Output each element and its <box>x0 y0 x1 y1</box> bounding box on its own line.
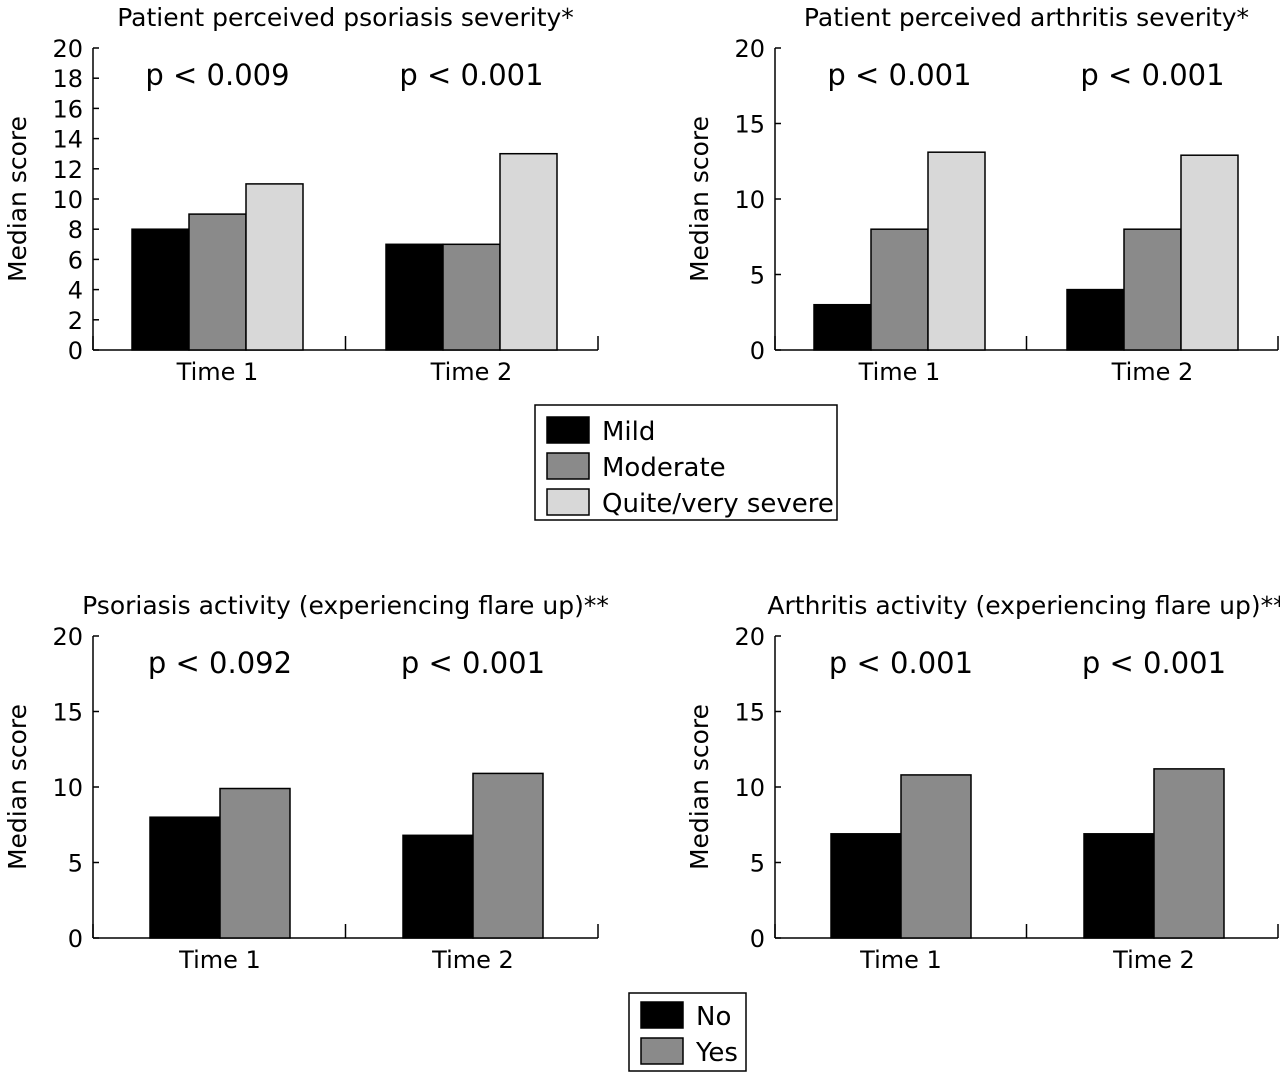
p-value-annotation: p < 0.001 <box>399 58 543 92</box>
bar-quite-very-severe-time-1 <box>245 183 304 351</box>
bar-no-time-2 <box>1083 833 1155 939</box>
x-category-label: Time 2 <box>430 358 513 386</box>
bar-moderate-time-1 <box>870 228 929 351</box>
legend-swatch <box>546 452 590 480</box>
chart-1: Patient perceived psoriasis severity* Med… <box>3 3 599 386</box>
y-tick-label: 12 <box>52 156 83 184</box>
y-tick-label: 20 <box>734 35 765 63</box>
bar-yes-time-2 <box>472 772 544 939</box>
y-tick-label: 2 <box>68 307 83 335</box>
legends: Mild Moderate Quite/very severe No Yes <box>534 404 838 1072</box>
legend-2: No Yes <box>628 992 747 1072</box>
bar-moderate-time-2 <box>1123 228 1182 351</box>
bar-yes-time-1 <box>900 774 972 939</box>
bar-yes-time-1 <box>219 787 291 939</box>
y-axis-label: Median score <box>685 116 714 282</box>
legend-swatch <box>640 1037 684 1065</box>
bar-yes-time-2 <box>1153 768 1225 939</box>
y-tick-label: 8 <box>68 216 83 244</box>
bar-moderate-time-1 <box>188 213 247 351</box>
bar-no-time-1 <box>830 833 902 939</box>
y-tick-label: 10 <box>734 774 765 802</box>
legend-swatch <box>546 416 590 444</box>
y-tick-label: 0 <box>750 925 765 953</box>
y-tick-label: 0 <box>68 337 83 365</box>
chart-title: Patient perceived arthritis severity* <box>804 3 1249 32</box>
bar-no-time-2 <box>402 834 474 939</box>
bar-mild-time-2 <box>1066 288 1125 351</box>
legend-swatch <box>640 1001 684 1029</box>
y-tick-label: 5 <box>68 850 83 878</box>
y-axis-label: Median score <box>685 704 714 870</box>
y-tick-label: 16 <box>52 95 83 123</box>
y-tick-label: 20 <box>52 35 83 63</box>
bar-mild-time-1 <box>813 303 872 351</box>
y-tick-label: 14 <box>52 126 83 154</box>
y-axis-label: Median score <box>3 116 32 282</box>
bar-quite-very-severe-time-2 <box>499 152 558 351</box>
charts: Patient perceived psoriasis severity* Med… <box>3 3 1280 974</box>
y-tick-label: 0 <box>68 925 83 953</box>
bar-moderate-time-2 <box>442 243 501 351</box>
p-value-annotation: p < 0.001 <box>1082 646 1226 680</box>
chart-4: Arthritis activity (experiencing flare u… <box>685 591 1280 974</box>
y-tick-label: 15 <box>734 699 765 727</box>
y-axis-label: Median score <box>3 704 32 870</box>
y-tick-label: 5 <box>750 262 765 290</box>
legend-label: Mild <box>602 417 655 447</box>
y-tick-label: 20 <box>734 623 765 651</box>
legend-label: Quite/very severe <box>602 489 834 519</box>
y-tick-label: 10 <box>734 186 765 214</box>
y-tick-label: 6 <box>68 246 83 274</box>
y-tick-label: 18 <box>52 65 83 93</box>
legend-label: No <box>696 1002 731 1032</box>
x-category-label: Time 1 <box>176 358 259 386</box>
chart-title: Psoriasis activity (experiencing flare u… <box>82 591 609 620</box>
p-value-annotation: p < 0.001 <box>827 58 971 92</box>
p-value-annotation: p < 0.001 <box>401 646 545 680</box>
bar-mild-time-1 <box>131 228 190 351</box>
p-value-annotation: p < 0.001 <box>829 646 973 680</box>
legend-label: Yes <box>695 1038 738 1068</box>
x-category-label: Time 2 <box>431 946 514 974</box>
bar-mild-time-2 <box>385 243 444 351</box>
y-tick-label: 0 <box>750 337 765 365</box>
x-category-label: Time 1 <box>178 946 261 974</box>
chart-3: Psoriasis activity (experiencing flare u… <box>3 591 609 974</box>
y-tick-label: 5 <box>750 850 765 878</box>
x-category-label: Time 1 <box>859 946 942 974</box>
x-category-label: Time 2 <box>1111 358 1194 386</box>
chart-title: Patient perceived psoriasis severity* <box>117 3 574 32</box>
legend-swatch <box>546 488 590 516</box>
x-category-label: Time 2 <box>1112 946 1195 974</box>
bar-quite-very-severe-time-2 <box>1180 154 1239 351</box>
chart-title: Arthritis activity (experiencing flare u… <box>767 591 1280 620</box>
p-value-annotation: p < 0.009 <box>145 58 289 92</box>
bar-no-time-1 <box>149 816 221 939</box>
legend-label: Moderate <box>602 453 726 483</box>
chart-2: Patient perceived arthritis severity* Med… <box>685 3 1279 386</box>
p-value-annotation: p < 0.001 <box>1080 58 1224 92</box>
y-tick-label: 10 <box>52 774 83 802</box>
x-category-label: Time 1 <box>858 358 941 386</box>
bar-quite-very-severe-time-1 <box>927 151 986 351</box>
y-tick-label: 15 <box>52 699 83 727</box>
y-tick-label: 15 <box>734 111 765 139</box>
legend-1: Mild Moderate Quite/very severe <box>534 404 838 521</box>
y-tick-label: 10 <box>52 186 83 214</box>
p-value-annotation: p < 0.092 <box>148 646 292 680</box>
y-tick-label: 20 <box>52 623 83 651</box>
y-tick-label: 4 <box>68 277 83 305</box>
